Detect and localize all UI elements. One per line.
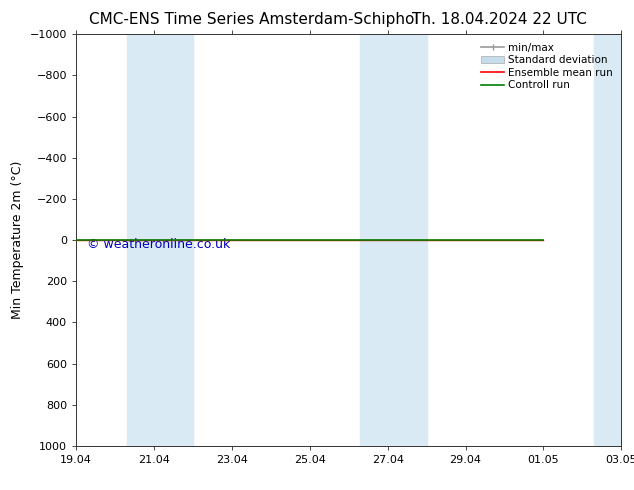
Bar — [154, 34, 193, 446]
Bar — [594, 34, 621, 446]
Bar — [360, 34, 387, 446]
Y-axis label: Min Temperature 2m (°C): Min Temperature 2m (°C) — [11, 161, 24, 319]
Text: CMC-ENS Time Series Amsterdam-Schiphol: CMC-ENS Time Series Amsterdam-Schiphol — [89, 12, 418, 27]
Bar — [387, 34, 427, 446]
Legend: min/max, Standard deviation, Ensemble mean run, Controll run: min/max, Standard deviation, Ensemble me… — [478, 40, 616, 94]
Text: Th. 18.04.2024 22 UTC: Th. 18.04.2024 22 UTC — [412, 12, 587, 27]
Text: © weatheronline.co.uk: © weatheronline.co.uk — [87, 238, 230, 251]
Bar — [127, 34, 154, 446]
